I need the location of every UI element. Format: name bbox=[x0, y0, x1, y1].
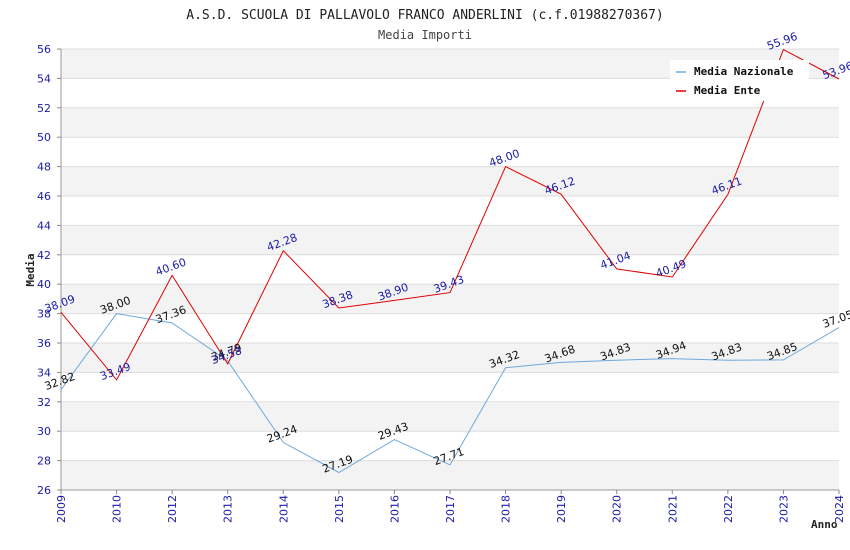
x-tick-label: 2020 bbox=[611, 495, 624, 523]
y-tick-label: 50 bbox=[37, 131, 51, 144]
legend: Media Nazionale Media Ente bbox=[670, 60, 809, 101]
y-tick-label: 42 bbox=[37, 249, 51, 262]
grid-band bbox=[61, 372, 839, 402]
y-tick-label: 38 bbox=[37, 308, 51, 321]
x-tick-label: 2009 bbox=[55, 495, 68, 523]
grid-band bbox=[61, 107, 839, 138]
y-tick-label: 30 bbox=[37, 425, 51, 438]
y-tick-label: 26 bbox=[37, 484, 51, 497]
y-tick-label: 32 bbox=[37, 396, 51, 409]
y-tick-label: 36 bbox=[37, 337, 51, 350]
y-tick-label: 28 bbox=[37, 455, 51, 468]
series-line-nazionale bbox=[60, 313, 840, 474]
x-axis-label: Anno bbox=[811, 518, 838, 531]
grid-band bbox=[61, 196, 839, 226]
axes bbox=[57, 48, 840, 494]
grid-band bbox=[61, 254, 839, 285]
y-tick-labels: 26 28 30 32 34 36 38 40 42 44 46 48 50 52 54 56 bbox=[37, 43, 51, 497]
grid-band bbox=[61, 137, 839, 167]
x-tick-label: 2024 bbox=[833, 495, 846, 523]
legend-label-nazionale: Media Nazionale bbox=[694, 65, 794, 78]
grid-band bbox=[61, 284, 839, 314]
y-tick-label: 56 bbox=[37, 43, 51, 56]
x-tick-labels: 2009 2010 2012 2013 2014 2015 2016 2017 2018 2019… bbox=[55, 495, 846, 523]
x-tick-label: 2019 bbox=[555, 495, 568, 523]
x-tick-label: 2014 bbox=[277, 495, 290, 523]
legend-box bbox=[670, 60, 809, 101]
legend-label-ente: Media Ente bbox=[694, 84, 761, 97]
y-tick-label: 54 bbox=[37, 72, 51, 85]
x-tick-label: 2022 bbox=[722, 495, 735, 523]
x-tick-label: 2013 bbox=[222, 495, 235, 523]
y-tick-label: 52 bbox=[37, 102, 51, 115]
y-tick-label: 46 bbox=[37, 190, 51, 203]
x-tick-label: 2010 bbox=[111, 495, 124, 523]
chart-subtitle: Media Importi bbox=[378, 28, 472, 42]
x-tick-label: 2023 bbox=[777, 495, 790, 523]
grid-band bbox=[61, 460, 839, 490]
grid-band bbox=[61, 225, 839, 255]
grid-band bbox=[61, 431, 839, 461]
grid-band bbox=[61, 313, 839, 343]
x-tick-label: 2015 bbox=[333, 495, 346, 523]
x-tick-label: 2021 bbox=[666, 495, 679, 523]
x-tick-label: 2018 bbox=[500, 495, 513, 523]
y-axis-label: Media bbox=[24, 253, 37, 286]
x-tick-label: 2012 bbox=[166, 495, 179, 523]
y-tick-label: 40 bbox=[37, 278, 51, 291]
series-layer bbox=[60, 48, 840, 474]
grid-band bbox=[61, 401, 839, 432]
grid-band bbox=[61, 343, 839, 373]
y-tick-label: 34 bbox=[37, 366, 51, 379]
y-tick-label: 48 bbox=[37, 161, 51, 174]
grid-bands bbox=[61, 49, 839, 490]
x-tick-label: 2016 bbox=[388, 495, 401, 523]
y-tick-label: 44 bbox=[37, 219, 51, 232]
chart-title: A.S.D. SCUOLA DI PALLAVOLO FRANCO ANDERL… bbox=[186, 8, 663, 23]
series-line-ente bbox=[60, 48, 840, 381]
x-tick-label: 2017 bbox=[444, 495, 457, 523]
grid-band bbox=[61, 166, 839, 196]
